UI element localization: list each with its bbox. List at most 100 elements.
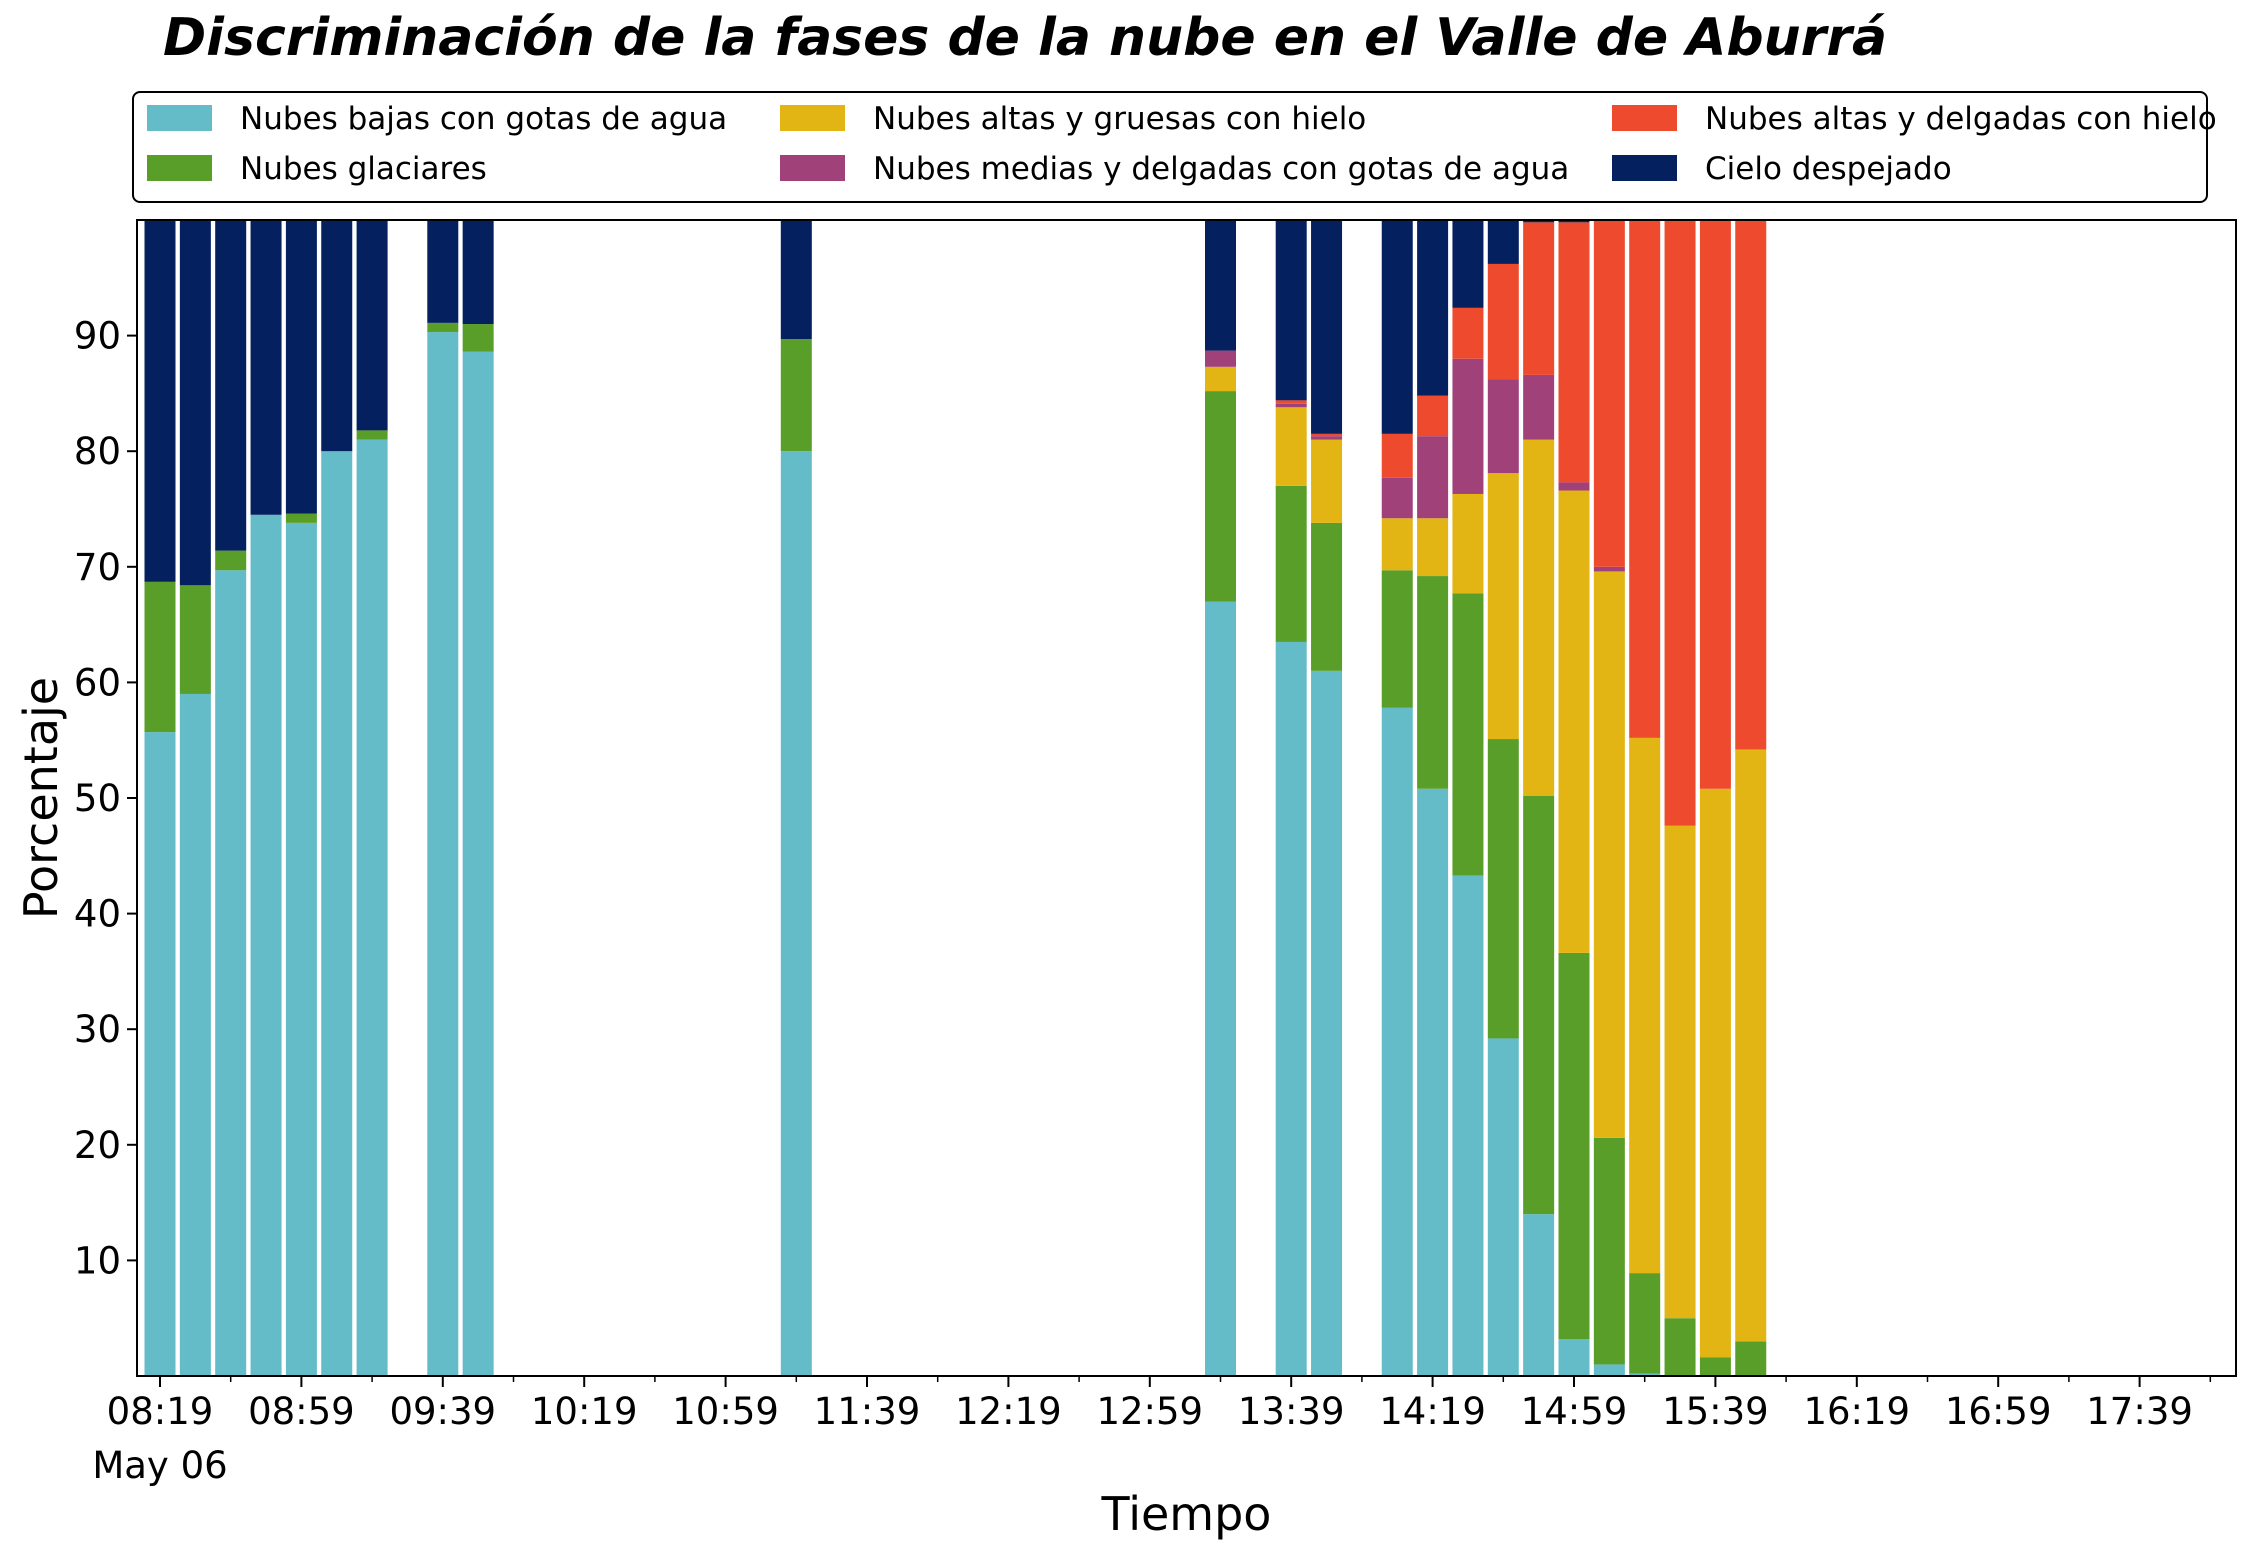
legend-swatch-3 [780,105,845,131]
chart-title: Discriminación de la fases de la nube en… [163,8,1888,68]
bar-segment-2-14:29 [1452,593,1484,876]
bar-segment-6-11:19 [780,220,812,340]
bar-segment-1-13:49 [1311,670,1343,1376]
legend-swatch-5 [1612,105,1677,131]
bar-segment-6-14:19 [1417,220,1449,396]
x-tick-label: 08:19 [107,1390,214,1433]
bar-segment-1-08:19 [144,732,176,1376]
bar-segment-4-14:29 [1452,358,1484,494]
bar-segment-2-15:09 [1593,1137,1625,1365]
bar-segment-1-09:49 [462,351,494,1376]
legend-box [132,91,2208,203]
bars-layer [144,220,1767,1376]
x-tick-label: 17:39 [2086,1390,2193,1433]
x-date-label: May 06 [92,1444,227,1487]
y-axis-label: Porcentaje [14,677,68,919]
bar-segment-2-09:19 [356,430,388,440]
bar-segment-5-15:19 [1629,220,1661,738]
legend-swatch-6 [1612,155,1677,181]
bar-segment-4-15:09 [1593,566,1625,572]
bar-segment-3-13:49 [1311,439,1343,523]
legend-label-1: Nubes bajas con gotas de agua [240,101,727,137]
bar-segment-3-13:39 [1275,407,1307,486]
x-tick-label: 08:59 [248,1390,355,1433]
bar-segment-6-09:39 [427,220,459,323]
bar-segment-1-11:19 [780,451,812,1376]
x-tick-label: 13:39 [1238,1390,1345,1433]
bar-segment-2-14:09 [1381,570,1413,708]
legend-label-2: Nubes glaciares [240,151,487,187]
y-tick-label: 30 [74,1008,121,1051]
bar-segment-2-15:29 [1664,1318,1696,1376]
bar-segment-6-14:59 [1558,220,1590,223]
bar-segment-1-14:49 [1523,1214,1555,1376]
bar-segment-5-14:49 [1523,222,1555,375]
bar-segment-5-14:19 [1417,395,1449,437]
x-tick-label: 11:39 [814,1390,921,1433]
bar-segment-3-14:39 [1487,473,1519,740]
bar-segment-2-15:19 [1629,1273,1661,1374]
bar-segment-3-14:29 [1452,493,1484,594]
bar-segment-2-13:49 [1311,522,1343,671]
bar-segment-1-14:59 [1558,1339,1590,1376]
bar-segment-4-14:19 [1417,436,1449,519]
legend-label-5: Nubes altas y delgadas con hielo [1705,101,2217,137]
x-tick-label: 12:59 [1096,1390,1203,1433]
bar-segment-2-08:29 [179,585,211,694]
bar-segment-1-14:29 [1452,875,1484,1376]
bar-segment-1-15:19 [1629,1373,1661,1376]
bar-segment-2-08:39 [215,550,247,571]
bar-segment-5-13:39 [1275,400,1307,404]
x-tick-label: 10:19 [531,1390,638,1433]
bar-segment-6-09:19 [356,220,388,431]
bar-segment-1-14:39 [1487,1038,1519,1376]
bar-segment-4-13:19 [1205,350,1236,367]
bar-segment-5-14:29 [1452,307,1484,359]
bar-segment-2-14:19 [1417,576,1449,789]
bar-segment-1-09:09 [321,451,353,1376]
bar-segment-3-14:59 [1558,490,1590,953]
x-tick-label: 15:39 [1662,1390,1769,1433]
bar-segment-6-08:59 [285,220,317,514]
bar-segment-2-13:19 [1205,391,1236,602]
bar-segment-2-14:39 [1487,739,1519,1039]
bar-segment-6-13:19 [1205,220,1236,351]
legend-swatch-2 [147,155,212,181]
x-tick-label: 10:59 [672,1390,779,1433]
bar-segment-3-14:49 [1523,439,1555,796]
bar-segment-1-14:19 [1417,788,1449,1376]
y-tick-label: 80 [74,430,121,473]
bar-segment-2-09:39 [427,322,459,333]
bar-segment-2-08:59 [285,513,317,523]
bar-segment-4-13:49 [1311,436,1343,440]
bar-segment-2-14:49 [1523,795,1555,1215]
bar-segment-5-15:49 [1735,220,1767,750]
bar-segment-3-14:09 [1381,518,1413,571]
bar-segment-5-15:29 [1664,220,1696,826]
bar-segment-4-14:39 [1487,379,1519,474]
bar-segment-4-14:59 [1558,482,1590,491]
bar-segment-1-09:39 [427,332,459,1376]
bar-segment-6-08:29 [179,220,211,586]
legend-label-3: Nubes altas y gruesas con hielo [873,101,1366,137]
bar-segment-6-08:49 [250,220,282,515]
bar-segment-2-15:49 [1735,1341,1767,1376]
y-tick-label: 70 [74,546,121,589]
bar-segment-4-14:49 [1523,374,1555,440]
bar-segment-6-14:49 [1523,220,1555,223]
y-tick-label: 90 [74,315,121,358]
bar-segment-3-15:09 [1593,571,1625,1138]
y-tick-label: 20 [74,1124,121,1167]
legend-swatch-1 [147,105,212,131]
y-tick-label: 10 [74,1239,121,1282]
bar-segment-2-13:39 [1275,485,1307,642]
y-tick-label: 40 [74,893,121,936]
legend-swatch-4 [780,155,845,181]
bar-segment-2-15:39 [1699,1357,1731,1376]
bar-segment-3-15:49 [1735,749,1767,1342]
x-tick-label: 14:19 [1379,1390,1486,1433]
bar-segment-3-15:19 [1629,737,1661,1274]
bar-segment-4-13:39 [1275,403,1307,408]
x-tick-label: 12:19 [955,1390,1062,1433]
bar-segment-1-08:49 [250,514,282,1376]
